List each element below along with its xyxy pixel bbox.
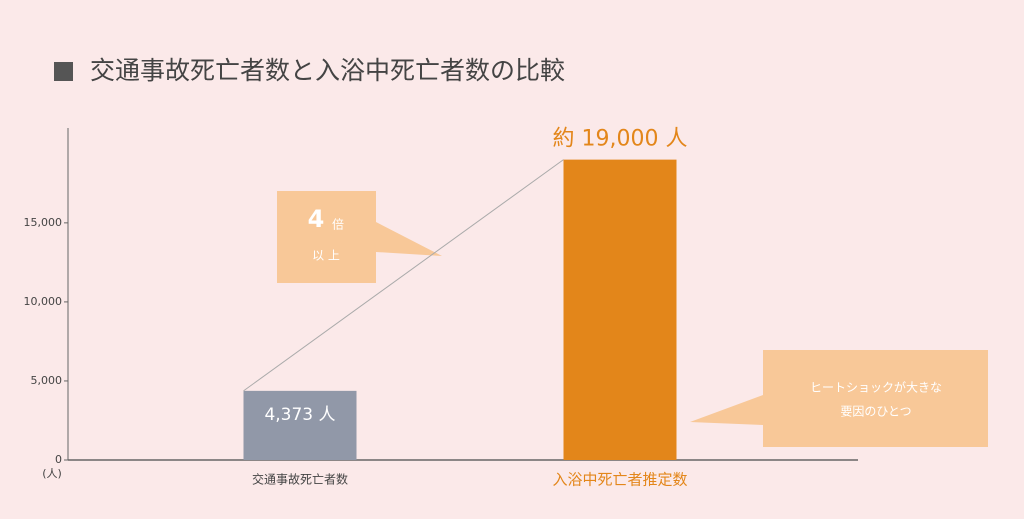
y-tick-label: 15,000: [24, 216, 63, 229]
callout-text: ヒートショックが大きな: [810, 380, 942, 395]
y-tick-label: 0: [55, 453, 62, 466]
value-label: 約 19,000 人: [553, 127, 688, 152]
bar: [563, 159, 677, 460]
y-tick-label: 5,000: [31, 374, 63, 387]
title-marker: [54, 62, 73, 81]
callout-text: 以 上: [312, 249, 340, 263]
callout-text: 4: [308, 205, 325, 233]
chart-title: 交通事故死亡者数と入浴中死亡者数の比較: [90, 56, 565, 85]
callout-text: 倍: [332, 217, 344, 232]
y-unit-label: (人): [42, 467, 62, 480]
value-label: 4,373 人: [264, 405, 335, 425]
comparison-line: [243, 159, 564, 392]
x-tick-label: 入浴中死亡者推定数: [552, 471, 687, 489]
x-tick-label: 交通事故死亡者数: [252, 472, 348, 487]
bar: [243, 390, 357, 460]
callout-text: 要因のひとつ: [840, 405, 911, 419]
y-tick-label: 10,000: [24, 295, 63, 308]
callout: [277, 191, 442, 283]
callout: [690, 350, 988, 447]
